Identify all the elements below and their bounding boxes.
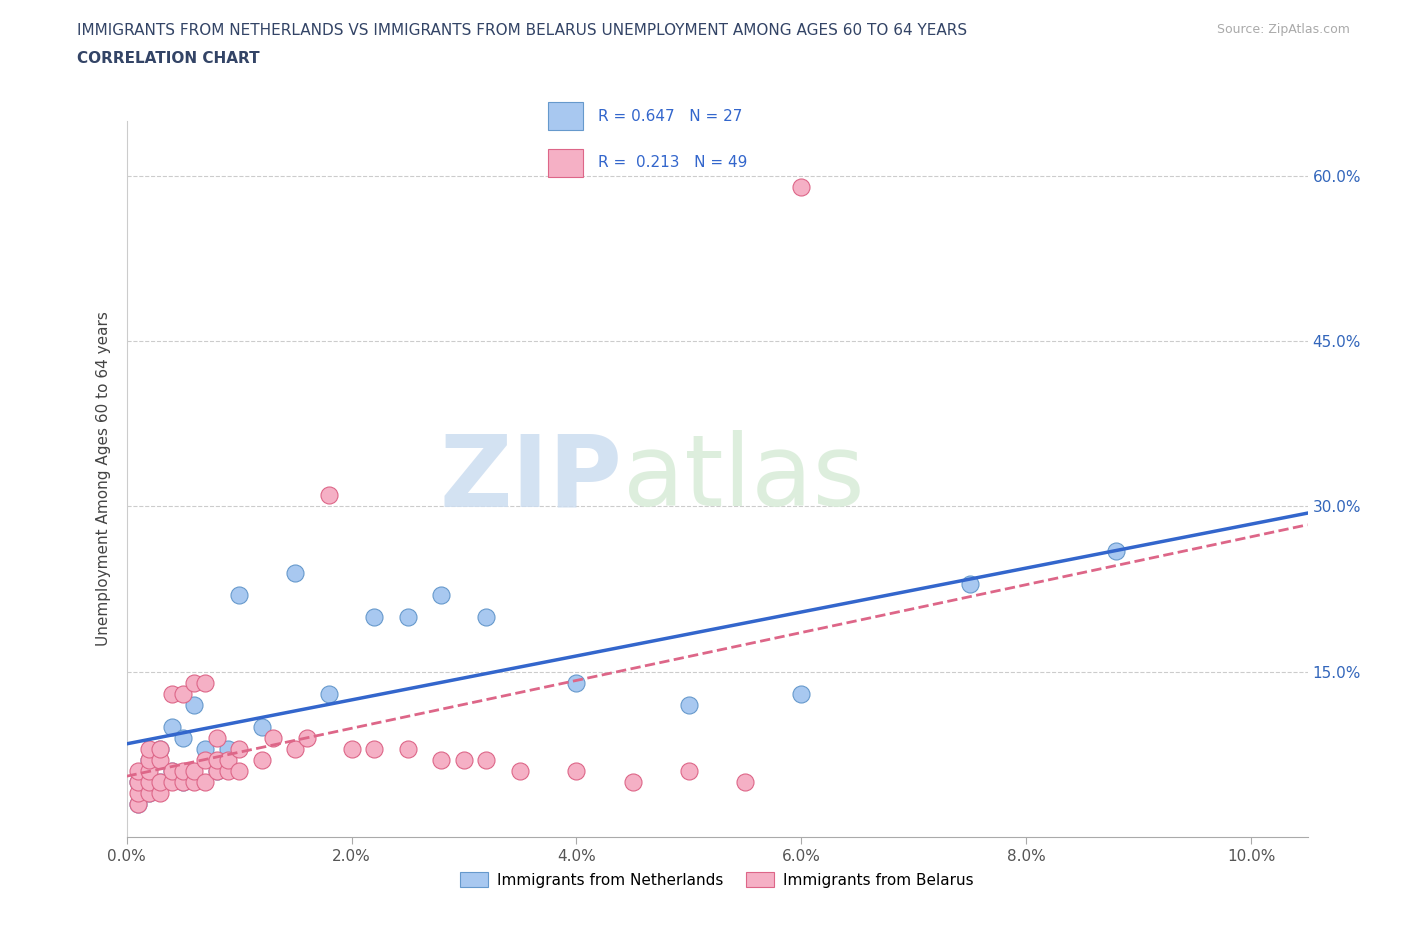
Point bbox=[138, 752, 160, 767]
Point bbox=[160, 764, 183, 778]
Text: IMMIGRANTS FROM NETHERLANDS VS IMMIGRANTS FROM BELARUS UNEMPLOYMENT AMONG AGES 6: IMMIGRANTS FROM NETHERLANDS VS IMMIGRANT… bbox=[77, 23, 967, 38]
Point bbox=[205, 730, 228, 745]
FancyBboxPatch shape bbox=[548, 149, 583, 177]
Point bbox=[284, 741, 307, 756]
Point bbox=[205, 764, 228, 778]
Point bbox=[363, 741, 385, 756]
Point bbox=[127, 775, 149, 790]
Point bbox=[138, 741, 160, 756]
Point bbox=[453, 752, 475, 767]
Point bbox=[127, 764, 149, 778]
Point bbox=[172, 775, 194, 790]
Point bbox=[160, 720, 183, 735]
Text: CORRELATION CHART: CORRELATION CHART bbox=[77, 51, 260, 66]
Point bbox=[228, 764, 250, 778]
Point bbox=[475, 752, 498, 767]
Point bbox=[172, 764, 194, 778]
Point bbox=[205, 752, 228, 767]
Point bbox=[194, 675, 217, 690]
Point bbox=[183, 775, 205, 790]
Point bbox=[149, 775, 172, 790]
Point bbox=[475, 609, 498, 624]
Text: R =  0.213   N = 49: R = 0.213 N = 49 bbox=[598, 155, 747, 170]
Point bbox=[160, 775, 183, 790]
Point bbox=[430, 587, 453, 602]
Point bbox=[396, 741, 419, 756]
Point bbox=[138, 764, 160, 778]
Point bbox=[149, 741, 172, 756]
Point bbox=[430, 752, 453, 767]
Point bbox=[183, 764, 205, 778]
Point bbox=[172, 775, 194, 790]
Point bbox=[149, 786, 172, 801]
Point bbox=[250, 752, 273, 767]
Point bbox=[217, 741, 239, 756]
Point bbox=[160, 764, 183, 778]
Legend: Immigrants from Netherlands, Immigrants from Belarus: Immigrants from Netherlands, Immigrants … bbox=[454, 866, 980, 894]
Point bbox=[621, 775, 644, 790]
Point bbox=[250, 720, 273, 735]
Point bbox=[127, 775, 149, 790]
Point bbox=[262, 730, 284, 745]
Point bbox=[228, 587, 250, 602]
Text: atlas: atlas bbox=[623, 431, 865, 527]
Point bbox=[205, 764, 228, 778]
Point bbox=[138, 786, 160, 801]
Point bbox=[1105, 543, 1128, 558]
Point bbox=[565, 675, 588, 690]
Point bbox=[127, 786, 149, 801]
Point bbox=[228, 741, 250, 756]
Point bbox=[149, 741, 172, 756]
Point bbox=[790, 686, 813, 701]
Point bbox=[127, 796, 149, 811]
Point bbox=[678, 698, 700, 712]
Point bbox=[509, 764, 531, 778]
Point bbox=[194, 741, 217, 756]
Point bbox=[183, 698, 205, 712]
FancyBboxPatch shape bbox=[548, 102, 583, 130]
Point bbox=[565, 764, 588, 778]
Point bbox=[318, 488, 340, 503]
Point bbox=[138, 786, 160, 801]
Point bbox=[160, 686, 183, 701]
Y-axis label: Unemployment Among Ages 60 to 64 years: Unemployment Among Ages 60 to 64 years bbox=[96, 312, 111, 646]
Text: Source: ZipAtlas.com: Source: ZipAtlas.com bbox=[1216, 23, 1350, 36]
Point bbox=[959, 577, 981, 591]
Point bbox=[217, 752, 239, 767]
Point bbox=[172, 686, 194, 701]
Point bbox=[734, 775, 756, 790]
Point bbox=[183, 675, 205, 690]
Text: R = 0.647   N = 27: R = 0.647 N = 27 bbox=[598, 109, 742, 124]
Point bbox=[284, 565, 307, 580]
Point bbox=[194, 752, 217, 767]
Point bbox=[396, 609, 419, 624]
Point bbox=[149, 775, 172, 790]
Point bbox=[318, 686, 340, 701]
Point bbox=[172, 730, 194, 745]
Point bbox=[678, 764, 700, 778]
Point bbox=[363, 609, 385, 624]
Point bbox=[194, 775, 217, 790]
Point bbox=[138, 775, 160, 790]
Point bbox=[149, 752, 172, 767]
Point bbox=[217, 764, 239, 778]
Text: ZIP: ZIP bbox=[440, 431, 623, 527]
Point bbox=[340, 741, 363, 756]
Point bbox=[295, 730, 318, 745]
Point bbox=[790, 179, 813, 194]
Point bbox=[127, 796, 149, 811]
Point bbox=[138, 752, 160, 767]
